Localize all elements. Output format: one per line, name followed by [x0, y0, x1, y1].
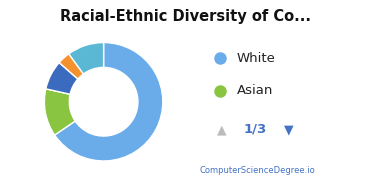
Text: ▲: ▲ [217, 123, 227, 136]
Wedge shape [46, 63, 78, 94]
Text: Racial-Ethnic Diversity of Co...: Racial-Ethnic Diversity of Co... [60, 9, 310, 24]
Text: ComputerScienceDegree.io: ComputerScienceDegree.io [199, 166, 315, 175]
Text: White: White [237, 52, 276, 65]
Wedge shape [69, 43, 104, 74]
Wedge shape [55, 43, 163, 161]
Text: .5%: .5% [118, 100, 137, 109]
Text: Asian: Asian [237, 84, 273, 97]
Text: ▼: ▼ [284, 123, 293, 136]
Wedge shape [59, 54, 83, 79]
Text: 1/3: 1/3 [244, 123, 267, 136]
Wedge shape [44, 89, 75, 135]
